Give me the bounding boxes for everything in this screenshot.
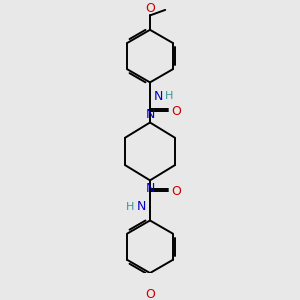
Text: N: N [145,182,155,195]
Text: H: H [165,91,174,101]
Text: N: N [145,108,155,121]
Text: N: N [154,90,164,103]
Text: O: O [145,288,155,300]
Text: H: H [126,202,134,212]
Text: O: O [145,2,155,15]
Text: O: O [171,185,181,198]
Text: O: O [171,105,181,118]
Text: N: N [136,200,146,213]
